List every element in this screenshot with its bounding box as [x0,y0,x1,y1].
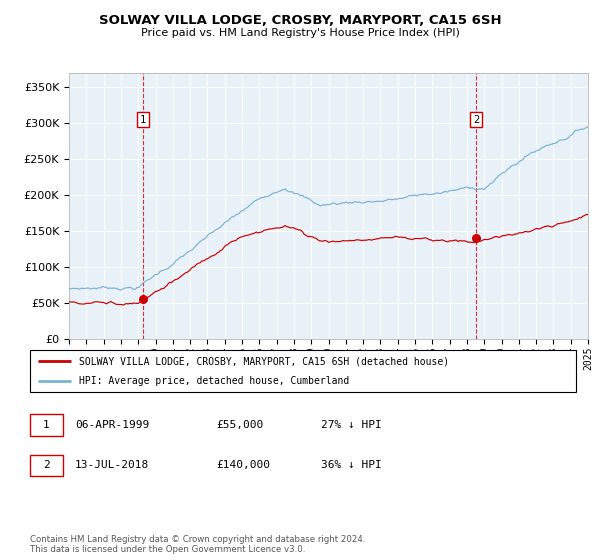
Text: 27% ↓ HPI: 27% ↓ HPI [321,420,382,430]
Text: Price paid vs. HM Land Registry's House Price Index (HPI): Price paid vs. HM Land Registry's House … [140,28,460,38]
FancyBboxPatch shape [30,350,576,392]
Text: Contains HM Land Registry data © Crown copyright and database right 2024.
This d: Contains HM Land Registry data © Crown c… [30,535,365,554]
Text: 2: 2 [43,460,50,470]
Text: 1: 1 [43,420,50,430]
Text: SOLWAY VILLA LODGE, CROSBY, MARYPORT, CA15 6SH (detached house): SOLWAY VILLA LODGE, CROSBY, MARYPORT, CA… [79,356,449,366]
Text: 36% ↓ HPI: 36% ↓ HPI [321,460,382,470]
Text: £140,000: £140,000 [216,460,270,470]
Text: HPI: Average price, detached house, Cumberland: HPI: Average price, detached house, Cumb… [79,376,349,386]
Text: 2: 2 [473,115,479,124]
Text: 06-APR-1999: 06-APR-1999 [75,420,149,430]
Text: SOLWAY VILLA LODGE, CROSBY, MARYPORT, CA15 6SH: SOLWAY VILLA LODGE, CROSBY, MARYPORT, CA… [98,14,502,27]
Text: 1: 1 [140,115,146,124]
Text: 13-JUL-2018: 13-JUL-2018 [75,460,149,470]
Text: £55,000: £55,000 [216,420,263,430]
